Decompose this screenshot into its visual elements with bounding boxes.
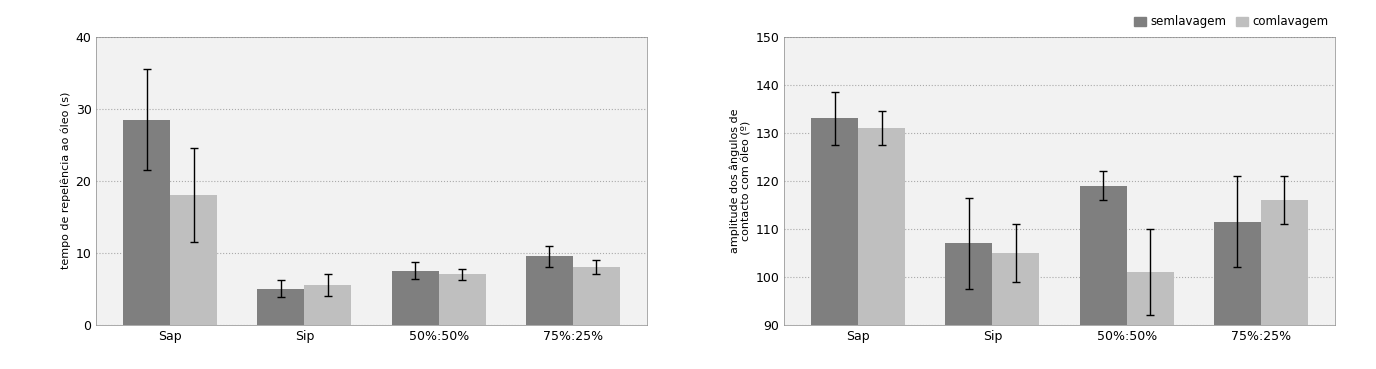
Bar — [1080, 186, 1127, 325]
Bar — [171, 195, 217, 325]
Bar — [124, 120, 171, 325]
Bar — [1214, 221, 1260, 325]
Bar — [392, 271, 439, 325]
Bar — [439, 274, 486, 325]
Y-axis label: amplitude dos ângulos de
contacto com óleo (º): amplitude dos ângulos de contacto com ól… — [729, 108, 751, 253]
Bar — [257, 289, 304, 325]
Legend: semlavagem, comlavagem: semlavagem, comlavagem — [1134, 15, 1329, 28]
Bar — [572, 267, 619, 325]
Bar — [812, 118, 859, 325]
Bar — [304, 285, 351, 325]
Bar — [945, 243, 992, 325]
Y-axis label: tempo de repelência ao óleo (s): tempo de repelência ao óleo (s) — [61, 92, 72, 269]
Bar — [859, 128, 905, 325]
Bar — [992, 253, 1039, 325]
Bar — [526, 256, 572, 325]
Bar — [1260, 200, 1307, 325]
Bar — [1127, 272, 1174, 325]
